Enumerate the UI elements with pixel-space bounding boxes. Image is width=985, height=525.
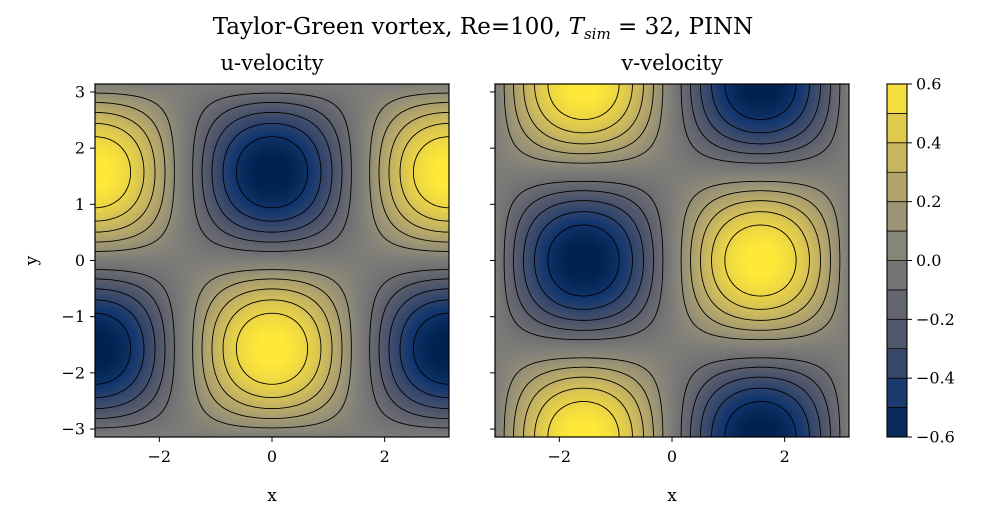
contour-line bbox=[95, 136, 449, 385]
y-tick-label: 3 bbox=[75, 82, 85, 101]
y-tick-label: −2 bbox=[61, 363, 85, 382]
colorbar-tick-label: 0.0 bbox=[916, 251, 941, 270]
colorbar-tick-label: 0.4 bbox=[916, 133, 941, 152]
colorbar-band bbox=[887, 319, 907, 350]
contour-line bbox=[503, 84, 841, 437]
contour-line bbox=[513, 84, 831, 437]
colorbar-band bbox=[887, 172, 907, 203]
colorbar-band bbox=[887, 289, 907, 320]
contour-line bbox=[95, 111, 449, 410]
heatmap-image bbox=[95, 84, 449, 437]
contours bbox=[95, 92, 449, 429]
panel-u: −2 0 2 −3 −2 −1 0 1 2 3 u-velocity x y bbox=[22, 51, 450, 506]
subplot-title: v-velocity bbox=[620, 51, 723, 75]
contour-line bbox=[95, 102, 449, 419]
colorbar-band bbox=[887, 348, 907, 379]
colorbar-band bbox=[887, 378, 907, 409]
panels: −2 0 2 −3 −2 −1 0 1 2 3 u-velocity x y −2 0 2 v-velocity… bbox=[22, 51, 850, 506]
y-tick-label: 1 bbox=[75, 195, 85, 214]
x-tick-label: 2 bbox=[780, 447, 790, 466]
contour-line bbox=[523, 84, 821, 437]
figure-title-math: T bbox=[569, 14, 586, 40]
colorbar-band bbox=[887, 84, 907, 114]
figure-title-tail: = 32, PINN bbox=[611, 14, 754, 40]
subplot-title: u-velocity bbox=[220, 51, 323, 75]
contour-line bbox=[95, 92, 449, 429]
colorbar-band bbox=[887, 142, 907, 173]
figure-title-text: Taylor-Green vortex, Re=100, bbox=[213, 14, 569, 40]
contour-line bbox=[503, 84, 841, 437]
figure-title: Taylor-Green vortex, Re=100, Tsim = 32, … bbox=[213, 14, 754, 43]
contour-line bbox=[95, 111, 449, 410]
colorbar-band bbox=[887, 113, 907, 144]
contour-line bbox=[547, 84, 797, 437]
contour-line bbox=[534, 84, 810, 437]
contour-line bbox=[95, 122, 449, 399]
panel-v: −2 0 2 v-velocity x bbox=[490, 51, 850, 506]
contour-line bbox=[95, 136, 449, 385]
colorbar-tick-label: −0.4 bbox=[916, 369, 955, 388]
contour-line bbox=[95, 122, 449, 399]
contour-line bbox=[95, 92, 449, 429]
colorbar-tick-label: −0.6 bbox=[916, 428, 955, 447]
colorbar-band bbox=[887, 201, 907, 232]
contour-line bbox=[523, 84, 821, 437]
x-tick-label: 0 bbox=[267, 447, 277, 466]
contour-line bbox=[513, 84, 831, 437]
x-axis-label: x bbox=[667, 486, 677, 506]
colorbar-tick-label: 0.6 bbox=[916, 75, 941, 94]
y-axis-label: y bbox=[22, 255, 42, 266]
colorbar-band bbox=[887, 260, 907, 291]
x-axis-label: x bbox=[267, 486, 277, 506]
figure-title-subscript: sim bbox=[584, 25, 611, 43]
y-tick-label: 0 bbox=[75, 251, 85, 270]
x-tick-label: 0 bbox=[667, 447, 677, 466]
colorbar-tick-label: 0.2 bbox=[916, 192, 941, 211]
contour-line bbox=[95, 102, 449, 419]
y-tick-label: 2 bbox=[75, 139, 85, 158]
x-tick-label: 2 bbox=[380, 447, 390, 466]
y-tick-label: −3 bbox=[61, 420, 85, 439]
contours bbox=[503, 84, 841, 437]
x-tick-label: −2 bbox=[548, 447, 572, 466]
contour-line bbox=[534, 84, 810, 437]
colorbar: −0.6 −0.4 −0.2 0.0 0.2 0.4 0.6 bbox=[886, 75, 955, 447]
y-tick-label: −1 bbox=[61, 307, 85, 326]
x-tick-label: −2 bbox=[148, 447, 172, 466]
colorbar-tick-label: −0.2 bbox=[916, 310, 955, 329]
heatmap-image bbox=[495, 84, 849, 437]
colorbar-band bbox=[887, 407, 907, 438]
contour-line bbox=[547, 84, 797, 437]
colorbar-band bbox=[887, 231, 907, 261]
